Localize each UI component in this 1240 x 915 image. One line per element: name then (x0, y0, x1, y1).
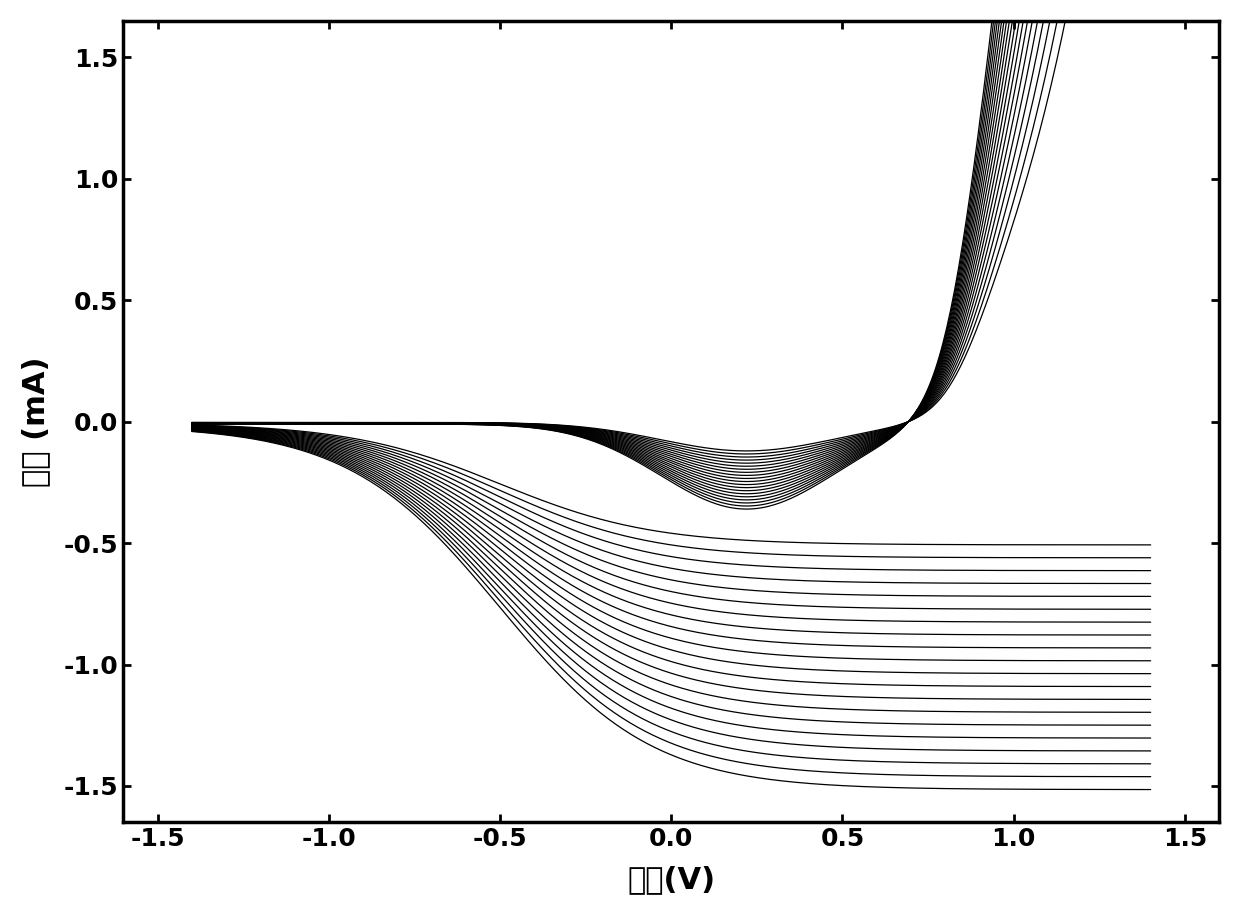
Y-axis label: 电流 (mA): 电流 (mA) (21, 356, 50, 487)
X-axis label: 电压(V): 电压(V) (627, 866, 715, 894)
